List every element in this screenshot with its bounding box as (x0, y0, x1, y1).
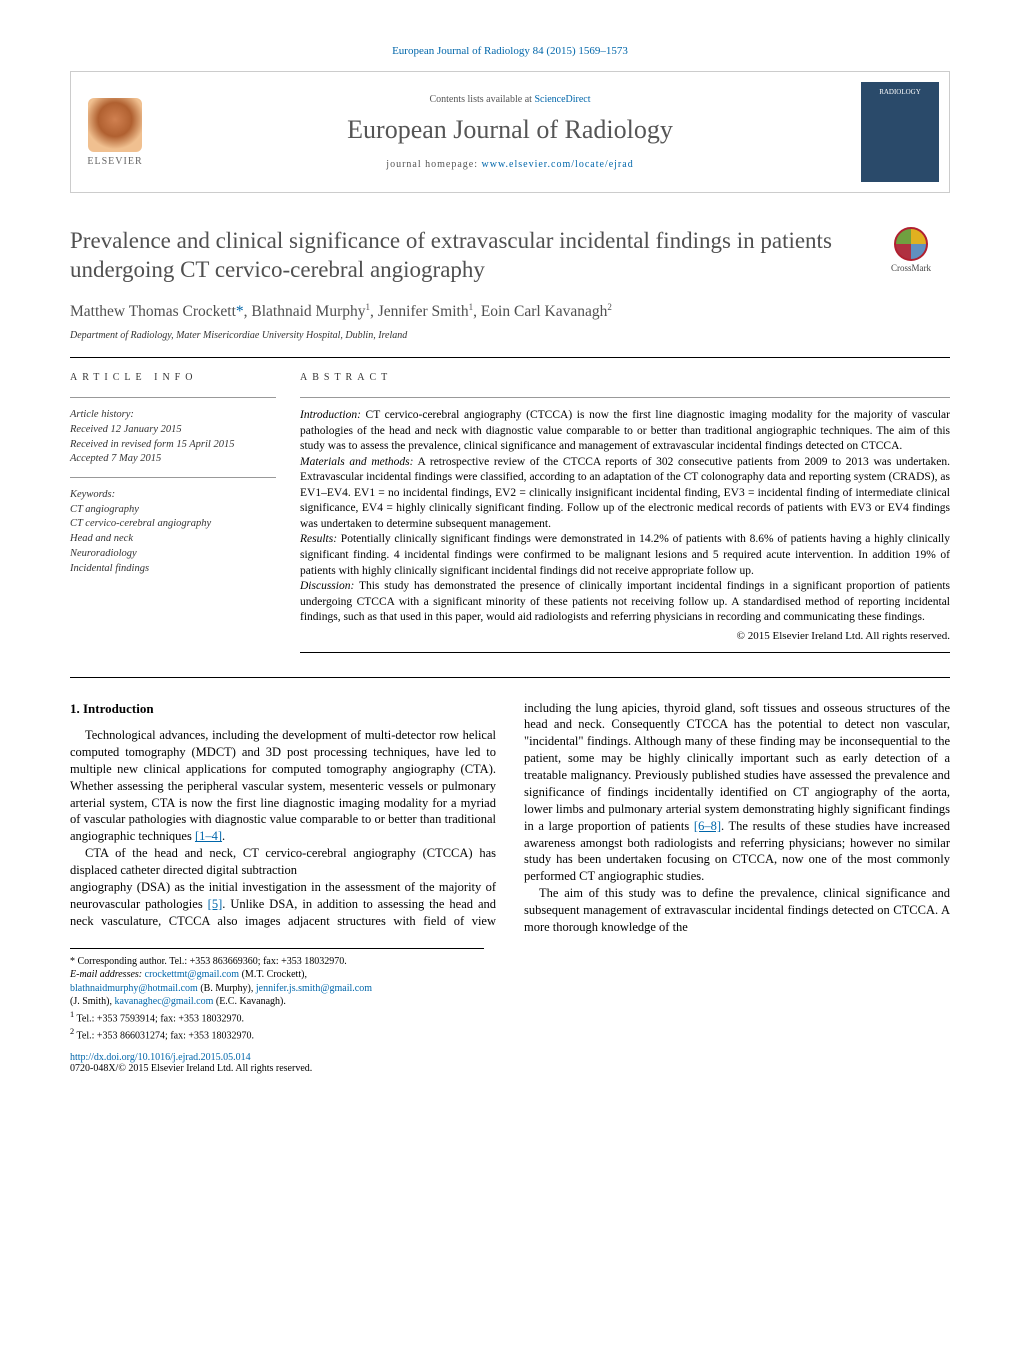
keywords-head: Keywords: (70, 488, 276, 503)
author-list: Matthew Thomas Crockett*, Blathnaid Murp… (70, 301, 950, 323)
abstract-column: abstract Introduction: CT cervico-cerebr… (300, 358, 950, 662)
article-info-column: article info Article history: Received 1… (70, 358, 300, 662)
abstract-methods-head: Materials and methods: (300, 456, 413, 468)
journal-cover-thumbnail: RADIOLOGY (861, 82, 939, 182)
keyword: Neuroradiology (70, 547, 276, 562)
keyword: CT angiography (70, 503, 276, 518)
publisher-logo: ELSEVIER (71, 72, 159, 192)
citation-link[interactable]: [5] (208, 897, 223, 911)
crossmark-icon (894, 227, 928, 261)
keyword: Head and neck (70, 532, 276, 547)
accepted-date: Accepted 7 May 2015 (70, 452, 276, 467)
email-attribution: (E.C. Kavanagh). (213, 996, 285, 1007)
email-link[interactable]: crockettmt@gmail.com (145, 969, 239, 980)
corresponding-author-note: * Corresponding author. Tel.: +353 86366… (70, 955, 484, 969)
abstract-copyright: © 2015 Elsevier Ireland Ltd. All rights … (300, 630, 950, 642)
divider (300, 652, 950, 653)
email-attribution: (J. Smith), (70, 996, 114, 1007)
footnote-2: 2 Tel.: +353 866031274; fax: +353 180329… (70, 1026, 484, 1043)
footnote-text: Tel.: +353 866031274; fax: +353 18032970… (77, 1030, 255, 1041)
received-date: Received 12 January 2015 (70, 423, 276, 438)
email-addresses: E-mail addresses: crockettmt@gmail.com (… (70, 968, 484, 1009)
article-title: Prevalence and clinical significance of … (70, 227, 856, 285)
abstract-discussion-head: Discussion: (300, 580, 354, 592)
article-info-label: article info (70, 372, 276, 383)
citation-link[interactable]: [1–4] (195, 829, 222, 843)
body-text: 1. Introduction Technological advances, … (70, 700, 950, 936)
body-text-run: . (222, 829, 225, 843)
footnote-text: Tel.: +353 7593914; fax: +353 18032970. (77, 1013, 245, 1024)
citation-link[interactable]: [6–8] (694, 819, 721, 833)
abstract-results: Potentially clinically significant findi… (300, 533, 950, 576)
journal-reference: European Journal of Radiology 84 (2015) … (70, 45, 950, 57)
contents-available-line: Contents lists available at ScienceDirec… (159, 94, 861, 105)
homepage-prefix: journal homepage: (386, 159, 481, 170)
abstract-intro: CT cervico-cerebral angiography (CTCCA) … (300, 409, 950, 452)
doi-line: http://dx.doi.org/10.1016/j.ejrad.2015.0… (70, 1052, 950, 1063)
doi-link[interactable]: http://dx.doi.org/10.1016/j.ejrad.2015.0… (70, 1052, 251, 1063)
footnotes: * Corresponding author. Tel.: +353 86366… (70, 948, 484, 1043)
footnote-1: 1 Tel.: +353 7593914; fax: +353 18032970… (70, 1009, 484, 1026)
keyword: CT cervico-cerebral angiography (70, 517, 276, 532)
body-paragraph: Technological advances, including the de… (70, 727, 496, 845)
crossmark-badge[interactable]: CrossMark (872, 227, 950, 273)
publisher-name: ELSEVIER (87, 156, 142, 167)
elsevier-tree-icon (88, 98, 142, 152)
abstract-label: abstract (300, 372, 950, 383)
email-attribution: (M.T. Crockett), (239, 969, 307, 980)
cover-label: RADIOLOGY (879, 88, 921, 96)
abstract-discussion: This study has demonstrated the presence… (300, 580, 950, 623)
divider (70, 477, 276, 478)
revised-date: Received in revised form 15 April 2015 (70, 438, 276, 453)
issn-copyright-line: 0720-048X/© 2015 Elsevier Ireland Ltd. A… (70, 1063, 950, 1074)
journal-title: European Journal of Radiology (159, 115, 861, 145)
body-paragraph: CTA of the head and neck, CT cervico-cer… (70, 845, 496, 879)
abstract-intro-head: Introduction: (300, 409, 361, 421)
journal-header: ELSEVIER Contents lists available at Sci… (70, 71, 950, 193)
section-heading-introduction: 1. Introduction (70, 700, 496, 718)
keyword: Incidental findings (70, 562, 276, 577)
article-history-head: Article history: (70, 408, 276, 423)
crossmark-label: CrossMark (872, 263, 950, 273)
email-link[interactable]: jennifer.js.smith@gmail.com (256, 983, 372, 994)
email-attribution: (B. Murphy), (198, 983, 256, 994)
divider (70, 397, 276, 398)
body-text-run: Technological advances, including the de… (70, 728, 496, 843)
divider (300, 397, 950, 398)
emails-label: E-mail addresses: (70, 969, 145, 980)
contents-prefix: Contents lists available at (429, 94, 534, 105)
email-link[interactable]: blathnaidmurphy@hotmail.com (70, 983, 198, 994)
abstract-text: Introduction: CT cervico-cerebral angiog… (300, 408, 950, 625)
body-paragraph: The aim of this study was to define the … (524, 885, 950, 936)
sciencedirect-link[interactable]: ScienceDirect (534, 94, 590, 105)
email-link[interactable]: kavanaghec@gmail.com (114, 996, 213, 1007)
journal-homepage-line: journal homepage: www.elsevier.com/locat… (159, 159, 861, 170)
homepage-link[interactable]: www.elsevier.com/locate/ejrad (482, 159, 634, 170)
affiliation: Department of Radiology, Mater Misericor… (70, 330, 950, 341)
divider (70, 677, 950, 678)
abstract-results-head: Results: (300, 533, 337, 545)
